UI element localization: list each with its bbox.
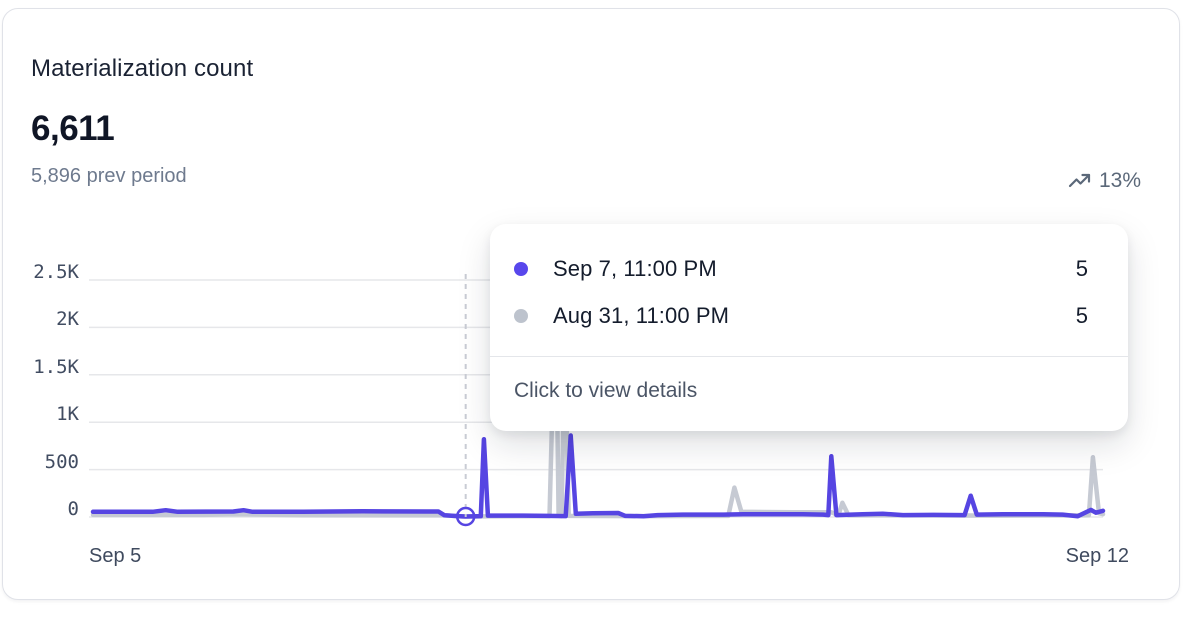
tooltip-row-previous: Aug 31, 11:00 PM 5	[490, 303, 1128, 329]
trend-percent: 13%	[1098, 169, 1141, 192]
y-tick-label: 2K	[56, 308, 79, 331]
tooltip-previous-value: 5	[1075, 303, 1088, 328]
x-tick-end: Sep 12	[1065, 545, 1129, 567]
y-tick-label: 1K	[56, 403, 79, 426]
metric-value: 6,611	[31, 109, 115, 148]
chart-tooltip[interactable]: Sep 7, 11:00 PM 5 Aug 31, 11:00 PM 5 Cli…	[490, 224, 1128, 431]
prev-period-label: 5,896 prev period	[31, 165, 187, 187]
tooltip-current-value: 5	[1075, 256, 1088, 281]
trend-indicator: 13%	[1068, 169, 1141, 193]
trending-up-icon	[1068, 172, 1092, 190]
previous-series-dot-icon	[514, 309, 528, 323]
tooltip-previous-label: Aug 31, 11:00 PM	[553, 303, 730, 328]
y-tick-label: 2.5K	[33, 261, 79, 283]
current-period-line	[90, 433, 1106, 519]
tooltip-divider	[490, 356, 1128, 357]
y-tick-label: 0	[67, 498, 79, 520]
hover-point-marker	[455, 506, 476, 527]
x-tick-start: Sep 5	[89, 545, 142, 567]
y-tick-label: 500	[44, 450, 79, 473]
tooltip-current-label: Sep 7, 11:00 PM	[553, 256, 717, 281]
tooltip-row-current: Sep 7, 11:00 PM 5	[490, 256, 1128, 282]
tooltip-footer: Click to view details	[514, 379, 698, 402]
y-tick-label: 1.5K	[33, 355, 79, 378]
card-title: Materialization count	[31, 55, 254, 82]
current-series-dot-icon	[514, 262, 528, 276]
